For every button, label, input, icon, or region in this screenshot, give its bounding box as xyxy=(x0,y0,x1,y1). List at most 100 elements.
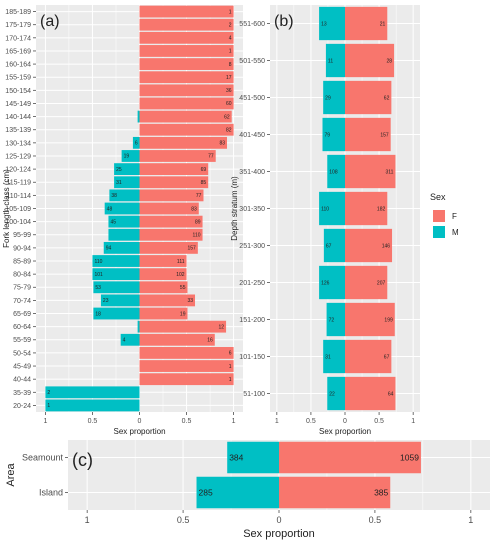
bar-f xyxy=(139,84,234,97)
data-label-f: 311 xyxy=(385,169,393,175)
bar-f xyxy=(139,18,234,31)
data-label-f: 62 xyxy=(224,114,230,120)
bar-m xyxy=(100,294,140,307)
data-label-m: 29 xyxy=(325,95,331,101)
bar-m xyxy=(108,215,140,228)
data-label-m: 53 xyxy=(95,285,101,291)
y-tick-label: 95-99 xyxy=(13,232,31,239)
data-label-f: 102 xyxy=(176,272,185,278)
bar-m xyxy=(326,302,345,337)
bar-m xyxy=(325,43,345,78)
data-label-f: 8 xyxy=(229,62,232,68)
bar-m xyxy=(319,265,345,300)
data-label-m: 72 xyxy=(329,317,335,323)
data-label-m: 110 xyxy=(94,259,102,265)
data-label-f: 1 xyxy=(229,377,232,383)
bar-m xyxy=(323,80,345,115)
bar-f xyxy=(345,154,396,189)
y-tick-label: 110-114 xyxy=(6,193,31,200)
data-label-f: 89 xyxy=(195,219,201,225)
panel-label: (b) xyxy=(274,13,294,30)
bar-f xyxy=(139,228,203,241)
bar-f xyxy=(139,163,209,176)
y-tick-label: 20-24 xyxy=(13,403,31,410)
data-label-f: 77 xyxy=(208,154,214,160)
bar-m xyxy=(327,154,345,189)
bar-f xyxy=(139,97,234,110)
bar-m xyxy=(322,117,345,152)
data-label-m: 48 xyxy=(107,206,113,212)
data-label-f: 1059 xyxy=(400,452,419,462)
data-label-f: 199 xyxy=(384,317,393,323)
bar-f xyxy=(139,123,234,136)
data-label-f: 182 xyxy=(377,206,386,212)
x-tick-label: 1 xyxy=(85,515,90,525)
y-tick-label: 201-250 xyxy=(239,280,265,287)
bar-f xyxy=(139,373,234,386)
bar-f xyxy=(345,80,392,115)
y-axis-title: Depth stratum (m) xyxy=(230,176,239,241)
data-label-f: 4 xyxy=(229,36,232,42)
bar-f xyxy=(279,476,391,509)
bar-f xyxy=(139,307,188,320)
y-tick-label: 145-149 xyxy=(5,101,31,108)
y-tick-label: Seamount xyxy=(22,453,64,463)
y-axis-title: Area xyxy=(5,463,17,487)
data-label-m: 31 xyxy=(116,180,122,186)
y-tick-label: 130-134 xyxy=(5,140,31,147)
y-tick-label: 501-550 xyxy=(239,58,265,65)
bar-m xyxy=(93,281,140,294)
y-tick-label: 451-500 xyxy=(239,95,265,102)
data-label-m: 38 xyxy=(111,193,117,199)
legend-swatch-m xyxy=(433,226,445,238)
y-axis-title: Fork length class (cm) xyxy=(2,169,11,248)
bar-m xyxy=(92,255,140,267)
y-tick-label: 101-150 xyxy=(239,354,265,361)
bar-m xyxy=(327,376,345,411)
bar-f xyxy=(139,150,216,162)
data-label-m: 108 xyxy=(329,169,338,175)
data-label-f: 62 xyxy=(384,95,390,101)
y-tick-label: 165-169 xyxy=(5,48,31,55)
data-label-f: 1 xyxy=(229,364,232,370)
data-label-f: 16 xyxy=(207,338,213,344)
bar-m xyxy=(319,6,345,41)
data-label-f: 77 xyxy=(196,193,202,199)
data-label-m: 31 xyxy=(325,354,331,360)
bar-m xyxy=(319,191,345,226)
data-label-m: 19 xyxy=(124,154,130,160)
y-tick-label: 50-54 xyxy=(13,350,31,357)
x-tick-label: 1 xyxy=(411,418,415,425)
bar-m xyxy=(196,476,279,509)
bar-m xyxy=(108,228,140,241)
bar-m xyxy=(104,202,140,215)
data-label-m: 2 xyxy=(47,390,50,396)
y-tick-label: 40-44 xyxy=(13,377,31,384)
data-label-m: 101 xyxy=(94,272,103,278)
x-tick-label: 0.5 xyxy=(88,418,98,425)
data-label-f: 157 xyxy=(380,132,389,138)
bar-m xyxy=(103,241,140,254)
y-tick-label: 55-59 xyxy=(13,337,31,344)
x-axis-title: Sex proportion xyxy=(243,528,315,540)
data-label-m: 384 xyxy=(229,452,243,462)
data-label-f: 385 xyxy=(374,487,388,497)
data-label-f: 21 xyxy=(380,21,386,27)
bar-f xyxy=(139,320,227,333)
y-tick-label: 80-84 xyxy=(13,272,31,279)
data-label-f: 111 xyxy=(177,259,185,265)
data-label-f: 146 xyxy=(382,243,391,249)
bar-f xyxy=(279,441,421,474)
y-tick-label: 251-300 xyxy=(239,243,265,250)
bar-m xyxy=(92,268,140,281)
bar-m xyxy=(323,228,345,263)
y-tick-label: 105-109 xyxy=(5,206,31,213)
y-tick-label: 100-104 xyxy=(5,219,31,226)
data-label-f: 33 xyxy=(187,298,193,304)
panel-a-fork-length: 1241182353101110944548383125196111616121… xyxy=(2,5,243,436)
bar-f xyxy=(345,339,392,374)
y-tick-label: 45-49 xyxy=(13,363,31,370)
data-label-f: 83 xyxy=(191,206,197,212)
data-label-m: 285 xyxy=(199,487,213,497)
bar-m xyxy=(45,386,140,399)
